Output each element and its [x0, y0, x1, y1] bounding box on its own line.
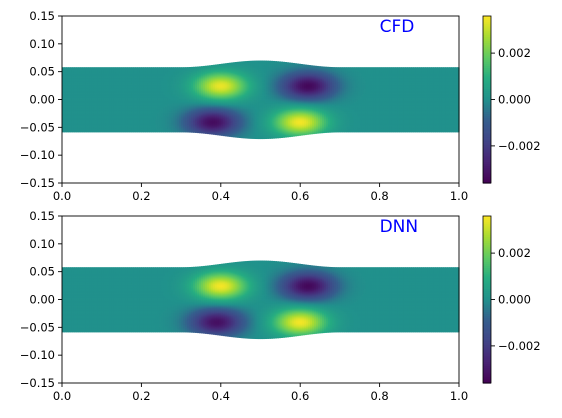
- heatmap: [62, 61, 460, 140]
- panel-cfd: 0.0 0.2 0.4 0.6 0.8 1.00.150.100.050.00−0.05−…: [20, 9, 541, 203]
